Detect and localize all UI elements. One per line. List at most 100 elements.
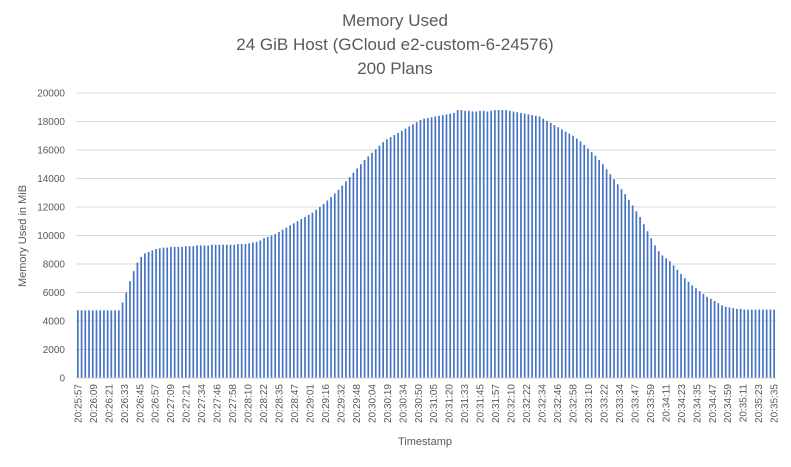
bar: [136, 262, 139, 378]
bar: [520, 112, 522, 378]
bar: [557, 127, 560, 378]
bar: [281, 229, 284, 378]
bar: [613, 179, 615, 378]
bar: [445, 114, 448, 379]
x-tick-label: 20:31:20: [445, 384, 456, 423]
x-tick-label: 20:33:22: [599, 384, 610, 423]
bar: [415, 122, 418, 379]
bar: [482, 110, 485, 378]
x-tick-label: 20:35:35: [770, 384, 781, 423]
y-tick-label: 2000: [43, 345, 66, 356]
bar: [147, 251, 150, 378]
bar: [84, 310, 87, 378]
bar: [371, 152, 373, 378]
bar: [155, 249, 157, 378]
bar: [367, 156, 370, 378]
bar: [471, 111, 474, 379]
bar: [289, 225, 291, 378]
bar: [572, 135, 574, 378]
bar: [736, 308, 738, 378]
bar: [322, 204, 325, 378]
bar: [397, 132, 399, 378]
y-tick-label: 20000: [37, 89, 65, 100]
x-tick-label: 20:34:11: [661, 384, 672, 423]
bar: [657, 251, 660, 378]
y-axis-title: Memory Used in MiB: [17, 185, 29, 287]
bar: [628, 199, 630, 379]
bar: [278, 231, 280, 378]
x-tick-label: 20:33:10: [584, 384, 595, 423]
bar: [747, 309, 749, 378]
bar: [244, 244, 247, 378]
y-tick-label: 16000: [37, 146, 65, 157]
bar: [419, 120, 422, 378]
bar: [616, 184, 619, 378]
bar: [549, 122, 552, 378]
bar: [285, 227, 288, 378]
bar: [665, 258, 667, 378]
bar: [758, 309, 761, 378]
bar: [721, 305, 723, 378]
x-tick-label: 20:27:21: [182, 384, 193, 423]
bar: [605, 169, 608, 378]
x-tick-label: 20:34:35: [692, 384, 703, 423]
bar: [304, 216, 306, 378]
bar: [207, 245, 210, 378]
bar: [598, 159, 600, 378]
bar: [114, 310, 116, 378]
x-tick-label: 20:26:45: [135, 384, 146, 423]
bar: [300, 219, 303, 378]
bar: [177, 246, 180, 378]
bar: [158, 248, 161, 378]
bar: [103, 310, 105, 378]
bar: [412, 124, 414, 378]
x-tick-label: 20:31:33: [460, 384, 471, 423]
bar: [594, 155, 597, 378]
bar: [360, 164, 362, 378]
bar: [501, 110, 504, 378]
x-tick-label: 20:27:46: [213, 384, 224, 423]
x-tick-label: 20:34:59: [723, 384, 734, 423]
x-tick-label: 20:29:48: [352, 384, 363, 423]
bar: [252, 242, 254, 379]
bar: [196, 245, 198, 378]
bar: [724, 306, 727, 378]
bar: [274, 234, 277, 378]
bar: [579, 141, 582, 378]
bar: [624, 194, 627, 378]
bar: [374, 149, 377, 378]
bar: [527, 114, 530, 379]
bar: [423, 118, 425, 379]
x-tick-label: 20:32:22: [522, 384, 533, 423]
bar: [140, 256, 142, 379]
x-tick-label: 20:28:22: [259, 384, 270, 423]
x-tick-label: 20:28:35: [275, 384, 286, 423]
bar: [531, 115, 533, 378]
x-tick-label: 20:27:58: [228, 384, 239, 423]
bar: [400, 130, 403, 378]
bar: [490, 110, 492, 378]
x-axis-tick-labels: 20:25:57 20:26:09 20:26:21 20:26:33 20:26:45…: [73, 384, 780, 423]
bar: [162, 247, 165, 378]
bar: [505, 110, 507, 378]
bar: [80, 310, 83, 378]
x-tick-label: 20:35:23: [754, 384, 765, 423]
bar: [132, 271, 135, 379]
y-tick-label: 18000: [37, 117, 65, 128]
bar: [326, 200, 329, 378]
bar: [762, 309, 764, 378]
bar: [639, 216, 641, 378]
x-tick-label: 20:31:57: [491, 384, 502, 423]
x-tick-label: 20:30:50: [414, 384, 425, 423]
bar: [631, 205, 634, 378]
bar: [211, 244, 213, 378]
bar: [441, 115, 444, 378]
chart-title-line-3: 200 Plans: [357, 59, 433, 78]
bar: [263, 238, 265, 378]
bar: [404, 128, 407, 379]
bar: [695, 288, 697, 378]
y-tick-label: 0: [59, 374, 65, 385]
bar: [218, 244, 221, 378]
bar: [706, 296, 708, 378]
x-tick-label: 20:26:21: [104, 384, 115, 423]
